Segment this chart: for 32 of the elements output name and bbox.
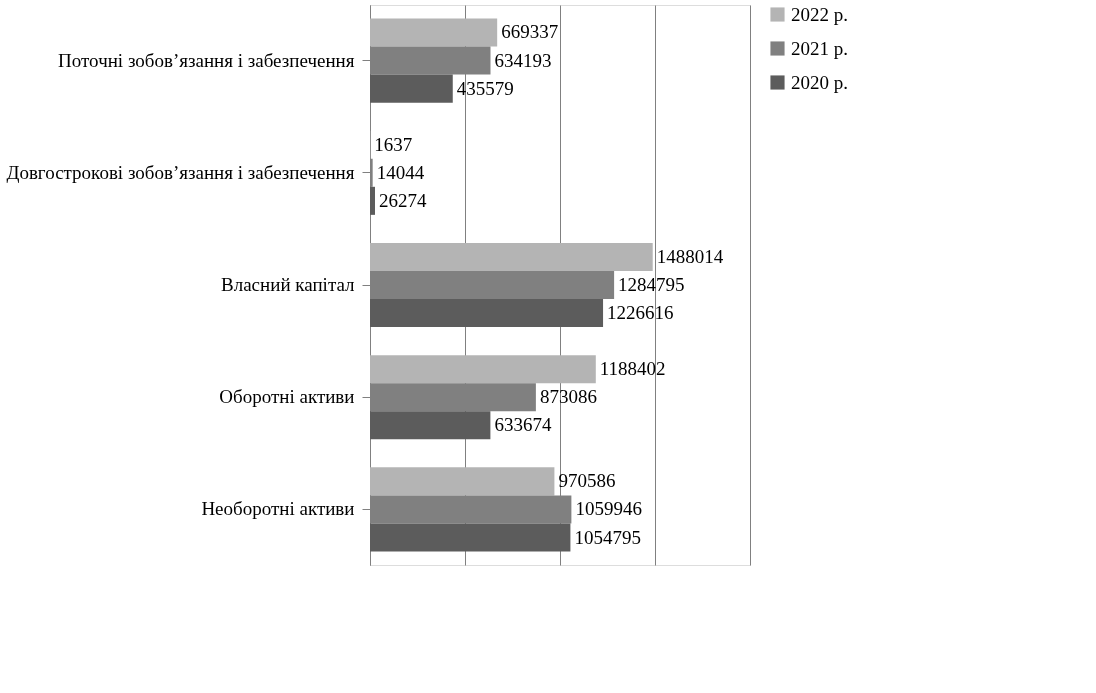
data-label: 1637: [374, 133, 413, 155]
y-tick-label: Власний капітал: [221, 274, 356, 295]
data-label: 669337: [501, 21, 559, 43]
data-label: 970586: [558, 470, 616, 492]
data-label: 1284795: [618, 274, 685, 295]
data-label: 1488014: [656, 245, 724, 267]
data-label: 1226616: [607, 302, 674, 324]
bar: [370, 18, 498, 47]
data-label: 26274: [378, 189, 427, 211]
bar: [370, 299, 604, 328]
legend-label: 2021 р.: [791, 37, 848, 59]
bar: [370, 242, 653, 271]
bar: [370, 467, 555, 496]
y-tick-label: Довгострокові зобов’язання і забезпечення: [6, 161, 355, 183]
data-label: 1188402: [599, 358, 666, 380]
data-label: 634193: [494, 49, 552, 71]
bar: [370, 74, 453, 103]
bar: [370, 523, 571, 552]
data-label: 435579: [456, 77, 514, 99]
bar: [370, 355, 596, 384]
y-tick-label: Поточні зобов’язання і забезпечення: [58, 49, 355, 71]
bar: [370, 186, 375, 215]
legend-label: 2020 р.: [791, 71, 848, 93]
bar: [370, 411, 491, 440]
legend-label: 2022 р.: [791, 3, 848, 25]
data-label: 1054795: [574, 526, 641, 548]
data-label: 873086: [539, 386, 597, 408]
data-label: 633674: [494, 414, 552, 436]
y-tick-label: Необоротні активи: [201, 498, 355, 520]
data-label: 14044: [376, 161, 425, 183]
data-label: 1059946: [575, 498, 642, 520]
y-tick-label: Оборотні активи: [219, 386, 355, 408]
